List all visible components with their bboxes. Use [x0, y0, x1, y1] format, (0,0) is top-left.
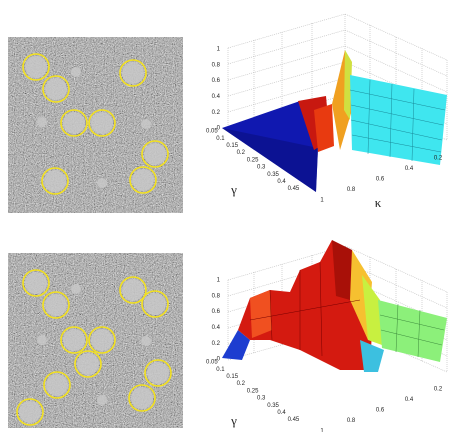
- gamma-tick-label: 0.45: [288, 186, 300, 192]
- image-top: [8, 37, 183, 213]
- z-tick-label: 0.4: [212, 94, 221, 100]
- z-tick-label: 1: [217, 278, 221, 284]
- z-tick-label: 0.6: [212, 78, 221, 84]
- gamma-tick-label: 0.35: [267, 403, 279, 409]
- kappa-tick-label: 1: [320, 198, 324, 204]
- gamma-tick-label: 0.15: [226, 143, 238, 149]
- gamma-tick-label: 0.2: [237, 150, 246, 156]
- surface-plot-top: [222, 13, 448, 192]
- z-tick-label: 0.2: [212, 341, 221, 347]
- z-tick-label: 0.2: [212, 110, 221, 116]
- z-tick-label: 0.4: [212, 325, 221, 331]
- gamma-tick-label: 0.45: [288, 417, 300, 423]
- gamma-tick-label: 0.1: [216, 136, 225, 142]
- gamma-tick-label: 0.2: [237, 381, 246, 387]
- gamma-tick-label: 0.3: [257, 396, 266, 402]
- kappa-axis-label: κ: [375, 426, 382, 432]
- z-tick-label: 0.6: [212, 309, 221, 315]
- image-bottom: [8, 253, 183, 428]
- kappa-tick-label: 0.6: [376, 408, 385, 414]
- gamma-tick-label: 0.4: [277, 179, 286, 185]
- z-tick-label: 0: [217, 357, 221, 363]
- gamma-tick-label: 0.3: [257, 165, 266, 171]
- gamma-tick-label: 0.4: [277, 410, 286, 416]
- kappa-axis-label: κ: [375, 195, 382, 210]
- kappa-tick-label: 0.4: [405, 397, 414, 403]
- z-tick-label: 0.8: [212, 293, 221, 299]
- surface-plot-bottom: [222, 240, 448, 373]
- z-tick-label: 1: [217, 47, 221, 53]
- gamma-axis-label: γ: [230, 182, 237, 197]
- z-tick-label: 0.8: [212, 62, 221, 68]
- kappa-tick-label: 0.4: [405, 166, 414, 172]
- gamma-tick-label: 0.15: [226, 374, 238, 380]
- z-tick-label: 0: [217, 126, 221, 132]
- gamma-tick-label: 0.25: [247, 388, 259, 394]
- gamma-tick-label: 0.05: [206, 129, 218, 135]
- kappa-tick-label: 1: [320, 429, 324, 432]
- kappa-tick-label: 0.8: [347, 187, 356, 193]
- kappa-tick-label: 0.6: [376, 177, 385, 183]
- gamma-tick-label: 0.1: [216, 367, 225, 373]
- gamma-tick-label: 0.35: [267, 172, 279, 178]
- gamma-tick-label: 0.25: [247, 157, 259, 163]
- kappa-tick-label: 0.8: [347, 418, 356, 424]
- gamma-tick-label: 0.05: [206, 360, 218, 366]
- gamma-axis-label: γ: [230, 413, 237, 428]
- kappa-tick-label: 0.2: [434, 156, 443, 162]
- kappa-tick-label: 0.2: [434, 387, 443, 393]
